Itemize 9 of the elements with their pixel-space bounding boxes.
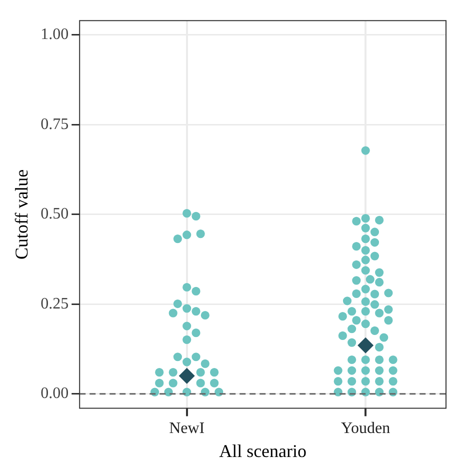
y-tick-label: 0.75 <box>40 116 69 133</box>
x-tick-label: Youden <box>341 420 390 438</box>
y-axis-title: Cutoff value <box>12 169 32 260</box>
x-axis-title: All scenario <box>219 440 307 461</box>
y-tick-label: 0.00 <box>40 385 69 402</box>
y-tick-label: 1.00 <box>40 26 69 44</box>
x-tick-label: NewI <box>169 420 205 438</box>
y-tick-label: 0.50 <box>40 206 69 223</box>
y-tick-label: 0.25 <box>40 295 69 312</box>
